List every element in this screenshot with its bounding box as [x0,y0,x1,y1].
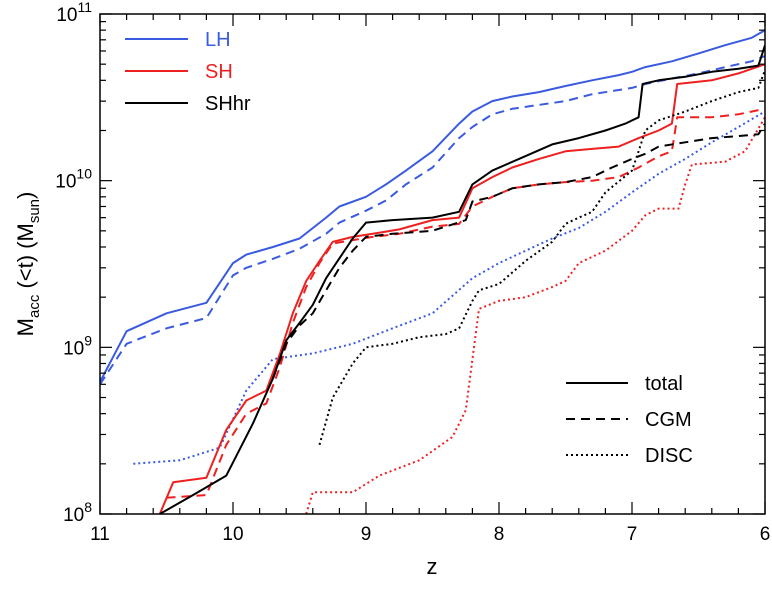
legend-label-disc: DISC [645,445,693,467]
y-tick-label: 108 [63,499,92,526]
x-tick-label: 8 [494,524,505,545]
series-shhr-disc [318,69,765,446]
x-tick-label: 7 [627,524,638,545]
series-lh-total [100,29,765,383]
x-axis-title: z [427,554,438,579]
x-tick-label: 6 [760,524,771,545]
x-tick-label: 10 [222,524,243,545]
y-tick-label: 109 [63,332,92,359]
legend-label-SHhr: SHhr [205,93,251,115]
series-sh-disc [305,116,765,514]
y-tick-label: 1010 [55,166,92,193]
series-shhr-cgm [271,123,765,379]
series-lh-disc [133,110,765,465]
legend-label-total: total [645,373,683,395]
series-layer [100,29,765,514]
y-axis-title: Macc (<t) (Msun) [13,192,43,337]
legend-components: total CGM DISC [566,373,693,467]
series-sh-total [158,63,765,514]
x-tick-label: 9 [361,524,372,545]
series-lh-cgm [100,55,765,385]
y-tick-label: 1011 [56,0,92,26]
plot-frame [99,13,766,515]
legend-label-cgm: CGM [645,409,692,431]
series-shhr-total [159,44,765,514]
legend-simulations: LH SH SHhr [125,29,251,115]
series-sh-cgm [166,107,765,499]
legend-label-LH: LH [205,29,231,51]
x-tick-label: 11 [90,524,110,545]
legend-label-SH: SH [205,61,233,83]
